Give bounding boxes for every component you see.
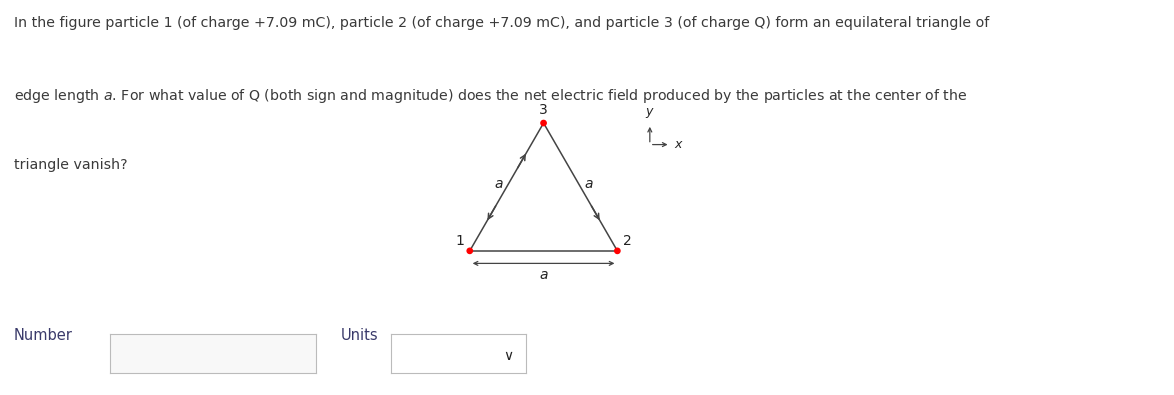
Text: $y$: $y$ <box>645 106 655 120</box>
Text: i: i <box>97 346 102 361</box>
Text: triangle vanish?: triangle vanish? <box>14 158 128 172</box>
Text: 3: 3 <box>539 103 548 117</box>
Text: Number: Number <box>14 328 73 343</box>
Text: $x$: $x$ <box>674 138 684 151</box>
Circle shape <box>467 248 472 254</box>
Circle shape <box>541 120 546 126</box>
Text: Units: Units <box>340 328 378 343</box>
Text: ∨: ∨ <box>504 348 513 363</box>
Text: 2: 2 <box>623 234 632 248</box>
Text: $a$: $a$ <box>539 268 548 282</box>
Text: $a$: $a$ <box>583 177 593 191</box>
Text: 1: 1 <box>456 234 464 248</box>
Text: In the figure particle 1 (of charge +7.09 mC), particle 2 (of charge +7.09 mC), : In the figure particle 1 (of charge +7.0… <box>14 16 990 30</box>
Circle shape <box>615 248 620 254</box>
Text: $a$: $a$ <box>494 177 504 191</box>
Text: edge length $a$. For what value of Q (both sign and magnitude) does the net elec: edge length $a$. For what value of Q (bo… <box>14 87 967 105</box>
